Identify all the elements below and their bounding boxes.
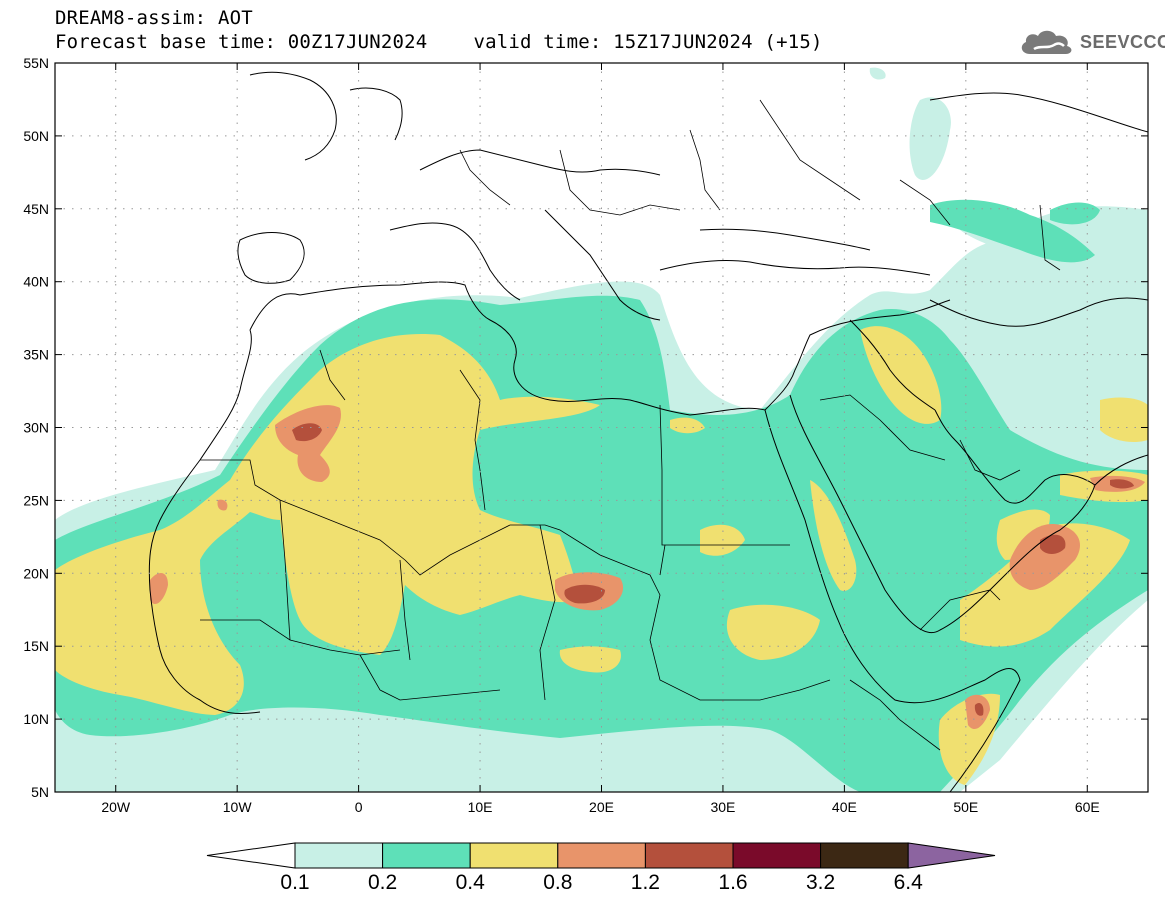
colorbar-bin [644, 842, 734, 869]
lat-tick-label: 5N [31, 784, 49, 800]
latitude-labels: 55N 50N 45N 40N 35N 30N 25N 20N 15N 10N 5N [23, 55, 49, 800]
longitude-labels: 20W 10W 0 10E 20E 30E 40E 50E 60E [101, 799, 1099, 815]
aot-field [55, 67, 1148, 792]
colorbar-label: 1.6 [718, 871, 747, 894]
colorbar-bin [469, 842, 559, 869]
map-subtitle: Forecast base time: 00Z17JUN2024 valid ti… [55, 32, 823, 53]
lon-tick-label: 40E [832, 799, 857, 815]
colorbar-bin [294, 842, 384, 869]
lon-tick-label: 0 [355, 799, 363, 815]
aot-contour-1.2 [292, 423, 1134, 716]
colorbar-bin [820, 842, 909, 869]
logo-text: SEEVCCC [1080, 31, 1165, 52]
cloud-icon [1021, 30, 1072, 54]
lat-tick-label: 20N [23, 565, 49, 581]
colorbar-label: 0.4 [456, 871, 486, 894]
country-borders [200, 99, 1061, 751]
colorbar: 0.1 0.2 0.4 0.8 1.2 1.6 3.2 6.4 [206, 842, 996, 894]
lon-tick-label: 20W [101, 799, 131, 815]
map-frame [54, 62, 1149, 793]
colorbar-bin [557, 842, 646, 869]
lat-tick-label: 35N [23, 347, 49, 363]
lon-tick-label: 30E [710, 799, 735, 815]
lat-tick-label: 40N [23, 274, 49, 290]
colorbar-label: 6.4 [894, 871, 924, 894]
lat-tick-label: 30N [23, 420, 49, 436]
colorbar-label: 0.1 [280, 871, 309, 894]
lat-tick-label: 25N [23, 492, 49, 508]
lon-tick-label: 50E [953, 799, 978, 815]
base-time-label: Forecast base time: 00Z17JUN2024 [55, 31, 428, 53]
lat-tick-label: 45N [23, 201, 49, 217]
colorbar-label: 0.2 [368, 871, 397, 894]
map-title: DREAM8-assim: AOT [55, 7, 253, 29]
seevccc-logo: SEEVCCC [1018, 26, 1165, 58]
colorbar-over-triangle [907, 842, 996, 869]
colorbar-bin [732, 842, 822, 869]
lat-tick-label: 55N [23, 55, 49, 71]
lon-tick-label: 10W [223, 799, 253, 815]
valid-time-label: valid time: 15Z17JUN2024 (+15) [473, 31, 823, 53]
colorbar-under-triangle [206, 842, 296, 869]
lat-tick-label: 15N [23, 638, 49, 654]
colorbar-label: 1.2 [631, 871, 660, 894]
lat-tick-label: 10N [23, 711, 49, 727]
coastlines [148, 71, 1148, 792]
colorbar-label: 3.2 [806, 871, 835, 894]
colorbar-label: 0.8 [543, 871, 572, 894]
lon-tick-label: 60E [1075, 799, 1100, 815]
lon-tick-label: 20E [589, 799, 614, 815]
colorbar-bin [382, 842, 471, 869]
lat-tick-label: 50N [23, 128, 49, 144]
lon-tick-label: 10E [468, 799, 493, 815]
